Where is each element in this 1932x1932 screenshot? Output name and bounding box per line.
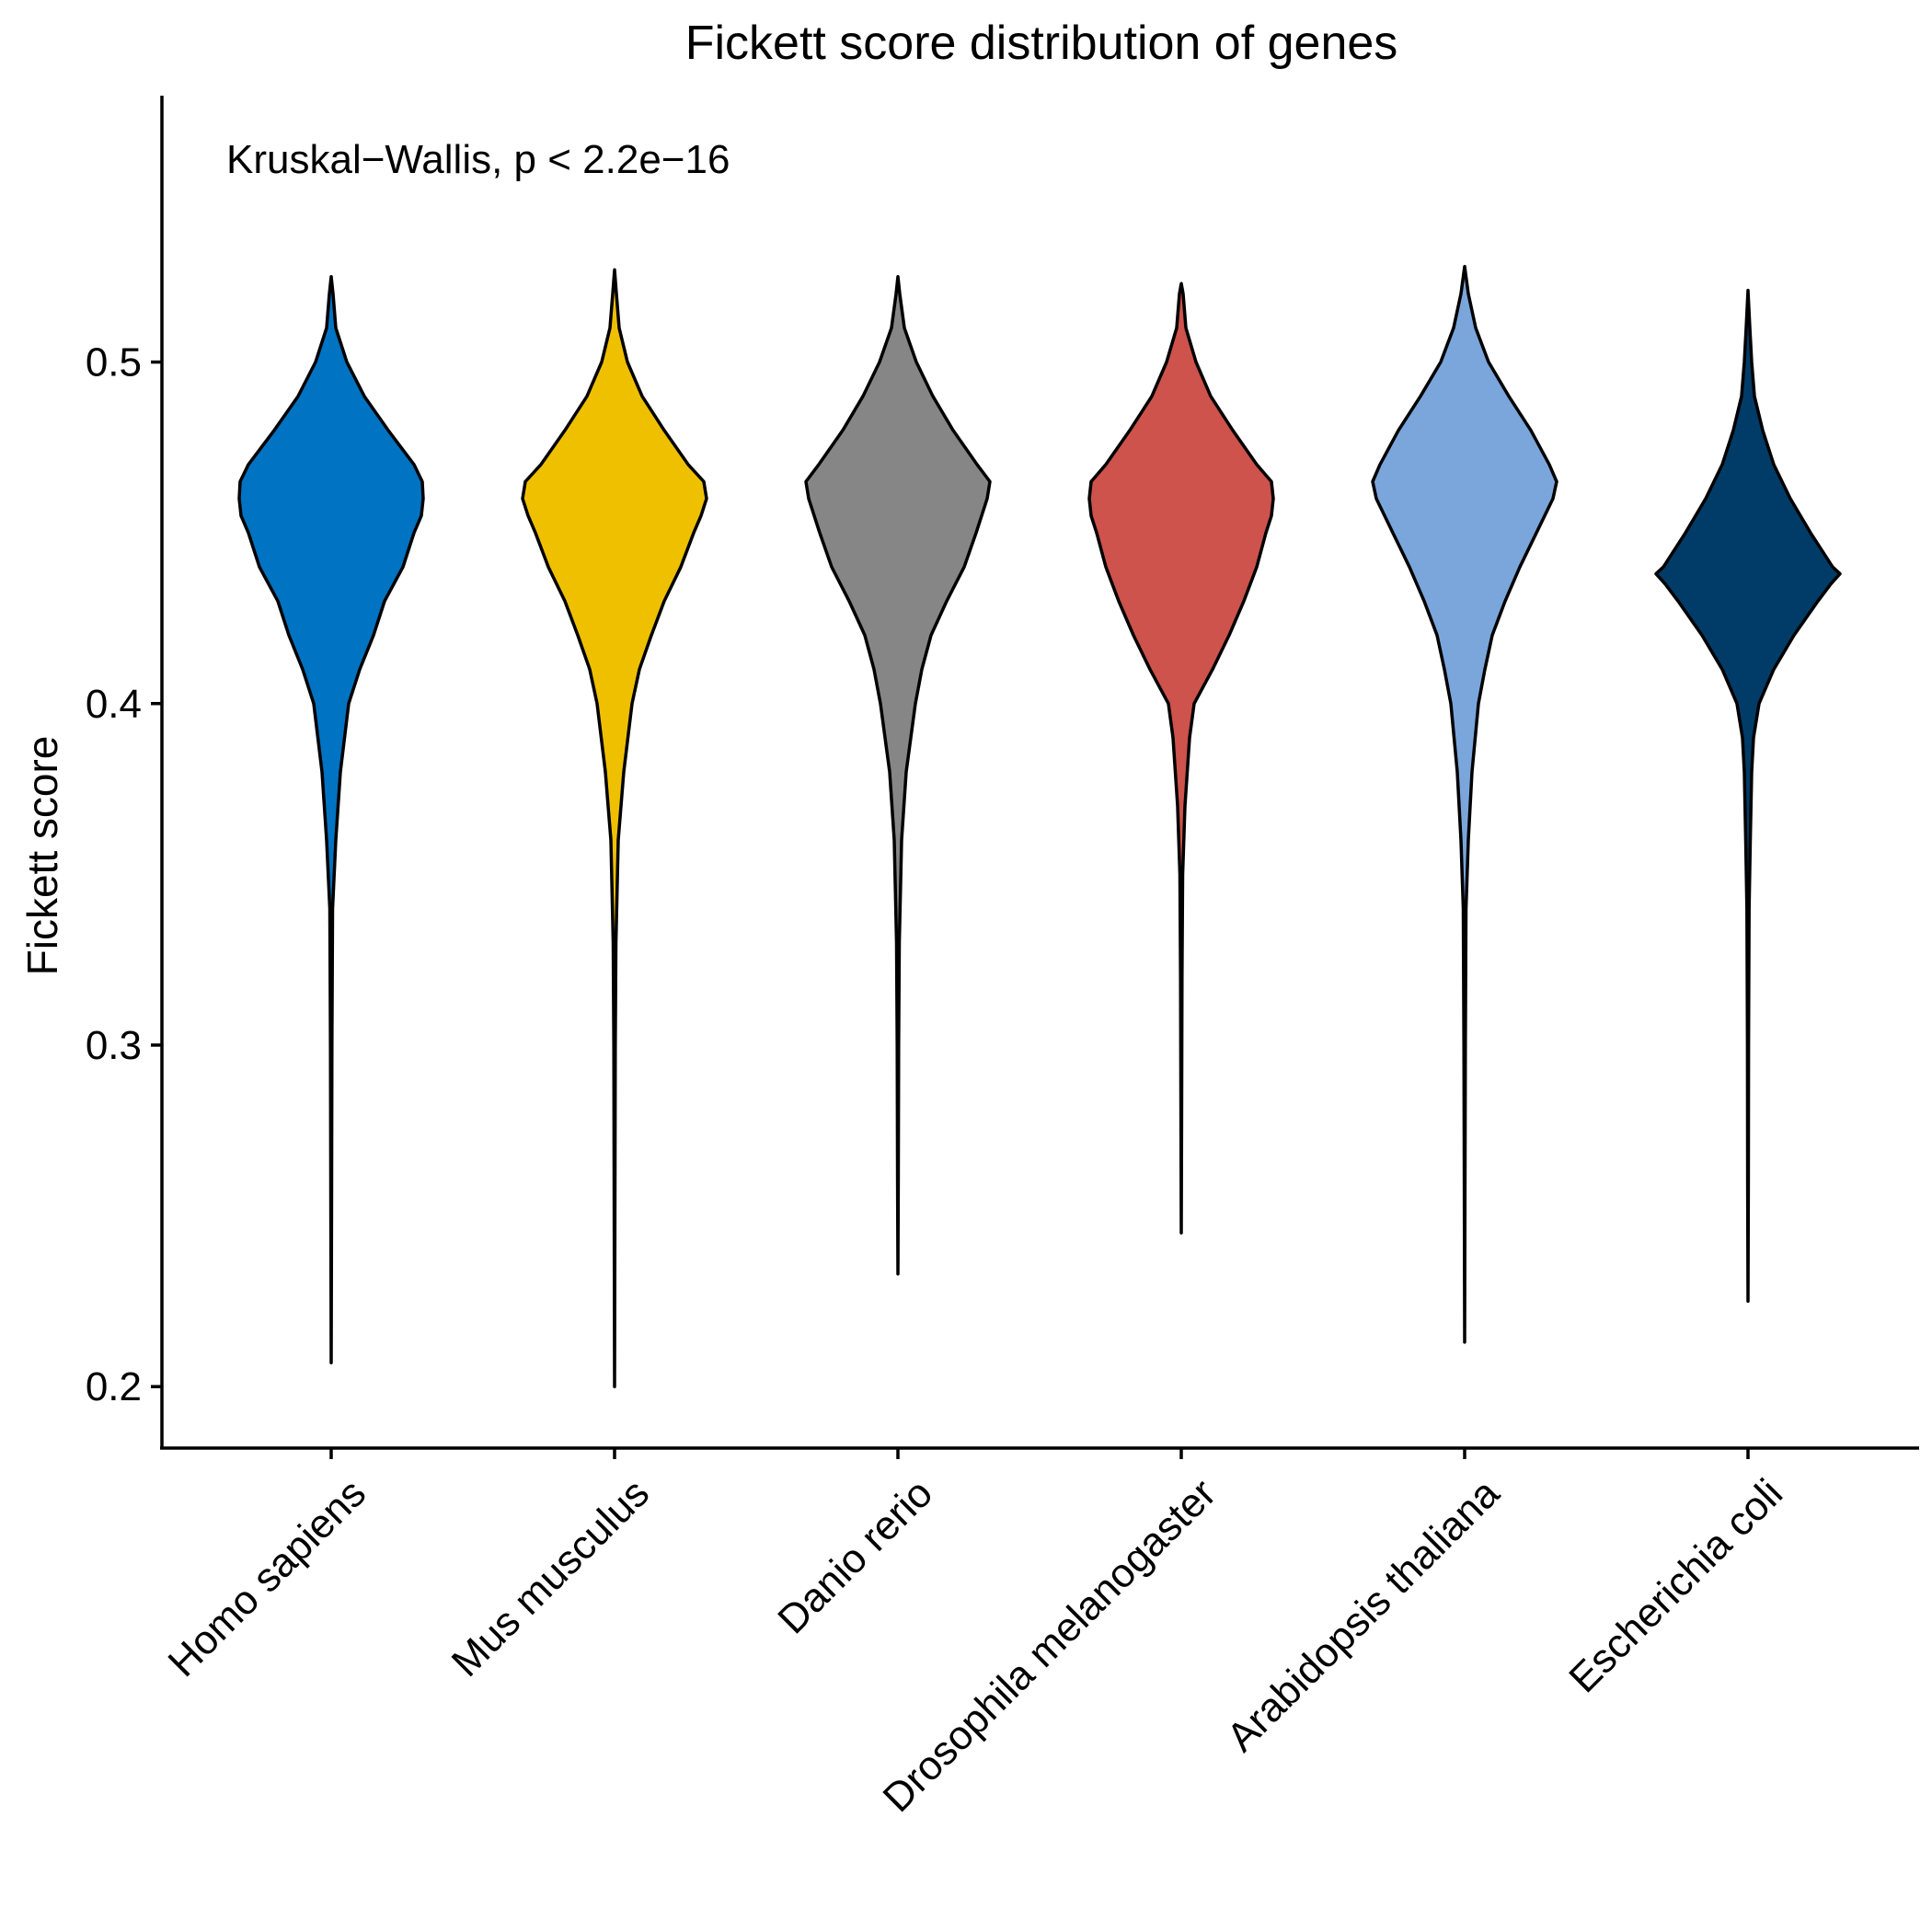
violin-danio-rerio [804, 274, 992, 1276]
y-tick-label: 0.5 [86, 340, 142, 385]
violin-arabidopsis-thaliana [1371, 264, 1558, 1344]
x-tick-label-escherichia-coli: Escherichia coli [1560, 1470, 1791, 1701]
violin-homo-sapiens [237, 274, 425, 1364]
x-tick-label-arabidopsis-thaliana: Arabidopsis thaliana [1218, 1470, 1508, 1760]
y-tick-label: 0.3 [86, 1023, 142, 1068]
x-tick-label-homo-sapiens: Homo sapiens [160, 1470, 375, 1685]
violins-group [237, 264, 1842, 1388]
violin-drosophila-melanogaster [1087, 282, 1275, 1235]
x-tick-label-mus-musculus: Mus musculus [443, 1470, 658, 1685]
y-tick-label: 0.2 [86, 1364, 142, 1409]
y-axis-ticks: 0.2 0.3 0.4 0.5 [86, 340, 162, 1409]
violin-mus-musculus [521, 268, 708, 1388]
y-axis-label: Fickett score [18, 736, 66, 976]
x-axis-ticks: Homo sapiens Mus musculus Danio rerioDroso… [160, 1448, 1791, 1821]
x-tick-label-danio-rerio: Danio rerio [769, 1470, 941, 1642]
y-tick-label: 0.4 [86, 682, 142, 727]
chart-title: Fickett score distribution of genes [685, 17, 1398, 70]
kruskal-wallis-annotation: Kruskal−Wallis, p < 2.2e−16 [226, 137, 730, 182]
violin-escherichia-coli [1654, 288, 1842, 1304]
x-tick-label-drosophila-melanogaster: Drosophila melanogaster [875, 1470, 1225, 1821]
